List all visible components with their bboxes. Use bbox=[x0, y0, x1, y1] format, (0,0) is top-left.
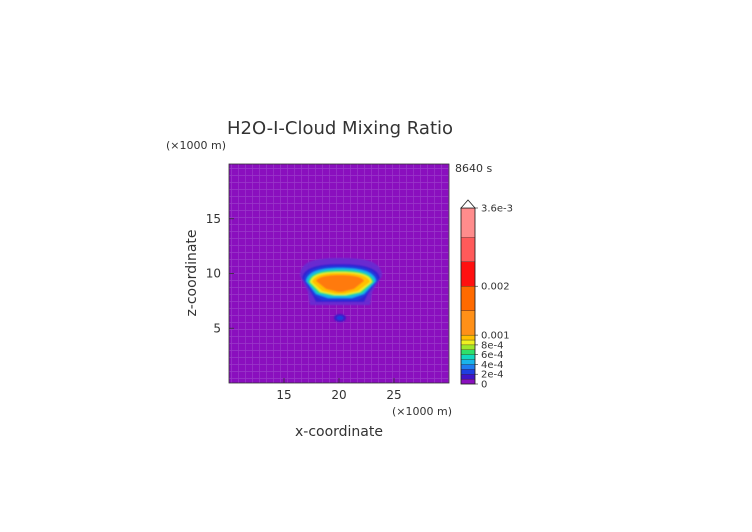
y-tick-label: 5 bbox=[213, 321, 221, 335]
colorbar-tick-label: 2e-4 bbox=[481, 370, 504, 381]
colorbar-tick-label: 0.002 bbox=[481, 282, 510, 293]
x-unit-label: (×1000 m) bbox=[392, 405, 452, 418]
colorbar: 02e-44e-46e-48e-40.001 0.002 3.6e-3 bbox=[460, 199, 513, 391]
y-axis: 5 10 15 bbox=[206, 212, 234, 335]
y-tick-label: 10 bbox=[206, 267, 221, 281]
colorbar-tick-label: 6e-4 bbox=[481, 350, 504, 361]
colorbar-segment bbox=[460, 369, 476, 375]
colorbar-segment bbox=[460, 261, 476, 287]
small-cell-inner bbox=[336, 315, 344, 321]
colorbar-segment bbox=[460, 334, 476, 341]
colorbar-tick-label: 0.001 bbox=[481, 331, 510, 342]
x-tick-label: 15 bbox=[276, 388, 291, 402]
colorbar-segment bbox=[460, 349, 476, 355]
colorbar-segment bbox=[460, 359, 476, 365]
chart-title: H2O-I-Cloud Mixing Ratio bbox=[227, 118, 453, 139]
colorbar-segment bbox=[460, 339, 476, 346]
x-tick-label: 25 bbox=[386, 388, 401, 402]
colorbar-tick-label: 0 bbox=[481, 380, 487, 391]
colorbar-segment bbox=[460, 378, 476, 385]
colorbar-segment bbox=[460, 374, 476, 380]
colorbar-segment bbox=[460, 344, 476, 350]
colorbar-extend-arrow bbox=[460, 199, 476, 209]
cloud-feature bbox=[300, 258, 382, 305]
colorbar-segment bbox=[460, 310, 476, 336]
colorbar-segment bbox=[460, 207, 476, 238]
y-unit-label: (×1000 m) bbox=[166, 139, 226, 152]
colorbar-tick-label: 3.6e-3 bbox=[481, 204, 513, 215]
colorbar-segment bbox=[460, 286, 476, 311]
colorbar-segment bbox=[460, 364, 476, 370]
plot-area bbox=[228, 163, 450, 384]
cloud-core bbox=[316, 275, 364, 292]
time-label: 8640 s bbox=[455, 162, 492, 175]
colorbar-segment bbox=[460, 354, 476, 360]
small-cell-feature bbox=[334, 314, 346, 322]
colorbar-tick-label: 4e-4 bbox=[481, 360, 504, 371]
x-axis-label: x-coordinate bbox=[295, 424, 383, 440]
y-tick-label: 15 bbox=[206, 212, 221, 226]
x-axis: 15 20 25 bbox=[276, 378, 402, 402]
colorbar-segment bbox=[460, 237, 476, 262]
x-tick-label: 20 bbox=[331, 388, 346, 402]
colorbar-tick-label: 8e-4 bbox=[481, 340, 504, 351]
y-axis-label: z-coordinate bbox=[184, 229, 200, 316]
